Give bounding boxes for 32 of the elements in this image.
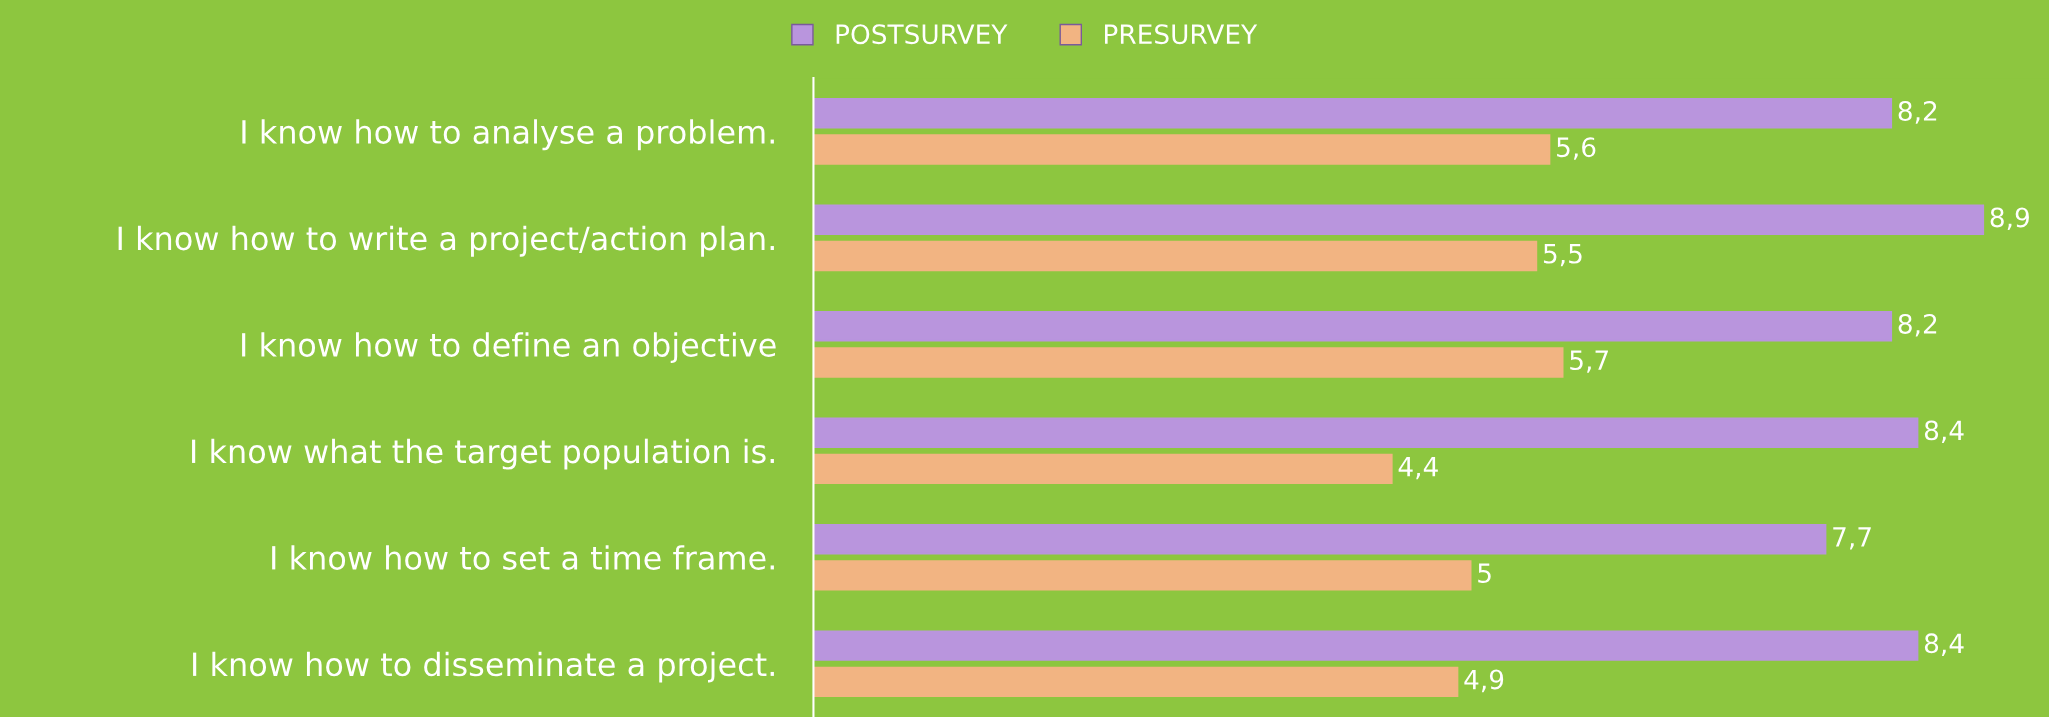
bar (813, 523, 1827, 555)
bar (813, 204, 1985, 235)
bar (813, 98, 1893, 129)
bar (813, 240, 1538, 272)
legend-label: POSTSURVEY (836, 24, 1008, 45)
data-label: 5 (1478, 563, 1491, 584)
data-label: 8,4 (1924, 633, 1964, 657)
bar (813, 347, 1564, 378)
y-tick-label: I know how to disseminate a project. (193, 651, 774, 683)
bar (813, 311, 1893, 342)
y-tick-label: I know how to set a time frame. (272, 545, 774, 570)
y-tick-label: I know what the target population is. (192, 438, 774, 470)
y-tick-label: I know how to define an objective (242, 332, 776, 364)
data-label: 5,5 (1543, 244, 1582, 267)
data-label: 5,7 (1570, 350, 1608, 373)
y-tick-label: I know how to write a project/action plan. (118, 225, 774, 257)
data-label: 8,2 (1898, 100, 1937, 124)
data-label: 5,6 (1557, 137, 1596, 160)
data-label: 8,9 (1990, 207, 2029, 231)
bar (813, 417, 1919, 448)
data-label: 8,2 (1898, 313, 1937, 337)
bar (813, 134, 1551, 165)
data-label: 8,4 (1924, 420, 1964, 444)
legend-label: PRESURVEY (1105, 24, 1258, 45)
bar (813, 666, 1459, 698)
bar (813, 453, 1393, 485)
y-tick-label: I know how to analyse a problem. (242, 119, 774, 151)
bar (813, 560, 1472, 591)
data-label: 4,4 (1398, 456, 1438, 480)
data-label: 7,7 (1833, 527, 1871, 550)
data-label: 4,9 (1464, 669, 1504, 693)
bar (813, 630, 1919, 661)
